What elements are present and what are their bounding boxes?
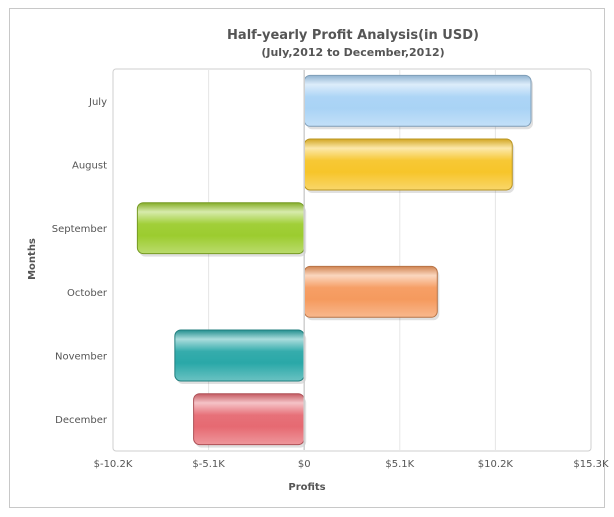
- x-tick-label: $-5.1K: [192, 459, 225, 470]
- y-axis-title: Months: [27, 238, 38, 280]
- category-label: September: [52, 224, 108, 235]
- bar-july[interactable]: [303, 74, 532, 127]
- category-label: November: [55, 352, 108, 363]
- grid-lines: [208, 70, 496, 450]
- category-label: December: [55, 415, 108, 426]
- bar-september[interactable]: [136, 202, 305, 255]
- category-label: August: [72, 161, 107, 172]
- x-tick-labels: $-10.2K $-5.1K $0 $5.1K $10.2K $15.3K: [94, 459, 609, 470]
- category-label: July: [88, 97, 107, 108]
- bars: [136, 70, 534, 450]
- bar-november[interactable]: [174, 329, 305, 382]
- x-axis-title: Profits: [288, 482, 325, 493]
- bar-october[interactable]: [303, 265, 438, 318]
- category-label: October: [67, 288, 108, 299]
- x-tick-label: $5.1K: [385, 459, 414, 470]
- category-labels: July August September October November Decemb…: [52, 97, 108, 426]
- bar-august[interactable]: [303, 138, 513, 191]
- x-tick-label: $0: [298, 459, 311, 470]
- x-tick-label: $-10.2K: [94, 459, 133, 470]
- chart-title: Half-yearly Profit Analysis(in USD): [227, 28, 479, 43]
- x-tick-label: $10.2K: [478, 459, 514, 470]
- bar-december[interactable]: [193, 393, 305, 446]
- chart-subtitle: (July,2012 to December,2012): [261, 46, 444, 59]
- x-tick-label: $15.3K: [573, 459, 609, 470]
